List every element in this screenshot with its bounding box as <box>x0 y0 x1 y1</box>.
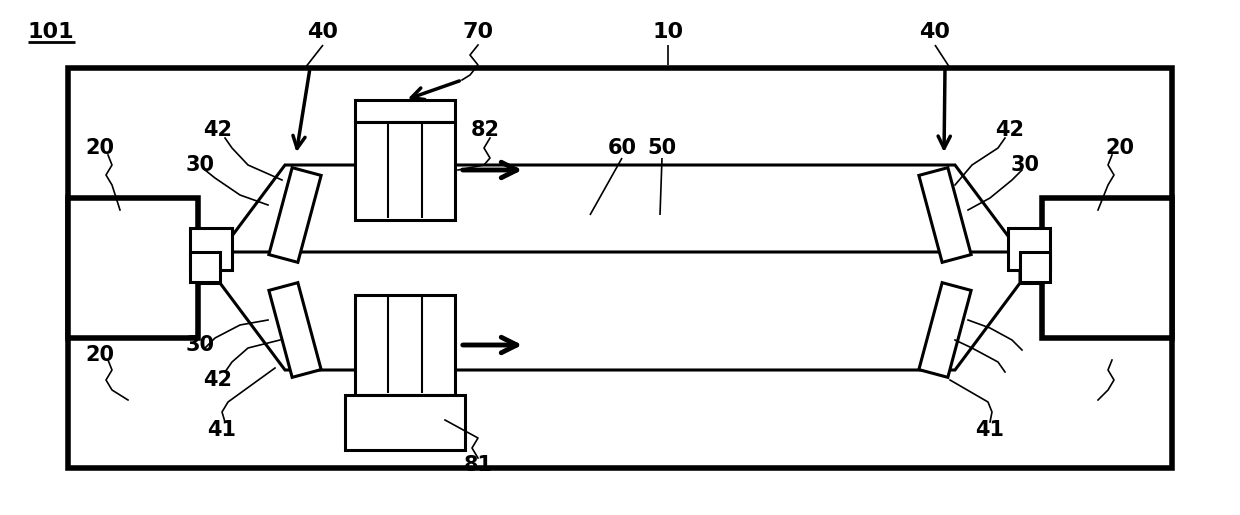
Bar <box>355 122 455 220</box>
Text: 60: 60 <box>608 138 636 158</box>
Text: 70: 70 <box>463 22 494 42</box>
Text: 82: 82 <box>470 120 500 140</box>
Text: 101: 101 <box>29 22 74 42</box>
Bar <box>1008 228 1050 270</box>
Bar <box>355 100 455 122</box>
Bar <box>355 295 455 395</box>
Bar <box>1042 198 1172 338</box>
Polygon shape <box>269 168 321 262</box>
Text: 20: 20 <box>86 138 114 158</box>
Text: 42: 42 <box>996 120 1024 140</box>
Text: 41: 41 <box>976 420 1004 440</box>
Polygon shape <box>219 252 1021 370</box>
Polygon shape <box>219 165 1021 283</box>
Bar <box>68 198 198 338</box>
Text: 41: 41 <box>207 420 237 440</box>
Polygon shape <box>919 283 971 377</box>
Bar <box>68 68 1172 468</box>
Text: 20: 20 <box>86 345 114 365</box>
Text: 50: 50 <box>647 138 677 158</box>
Text: 10: 10 <box>652 22 683 42</box>
Text: 40: 40 <box>920 22 951 42</box>
Text: 42: 42 <box>203 120 233 140</box>
Text: 81: 81 <box>464 455 492 475</box>
Bar <box>190 228 232 270</box>
Bar <box>1021 252 1050 282</box>
Text: 20: 20 <box>1106 138 1135 158</box>
Polygon shape <box>269 283 321 377</box>
Polygon shape <box>919 168 971 262</box>
Bar <box>190 252 219 282</box>
Text: 30: 30 <box>186 335 215 355</box>
Text: 30: 30 <box>186 155 215 175</box>
Text: 40: 40 <box>308 22 339 42</box>
Bar <box>345 395 465 450</box>
Text: 30: 30 <box>1011 155 1039 175</box>
Text: 42: 42 <box>203 370 233 390</box>
